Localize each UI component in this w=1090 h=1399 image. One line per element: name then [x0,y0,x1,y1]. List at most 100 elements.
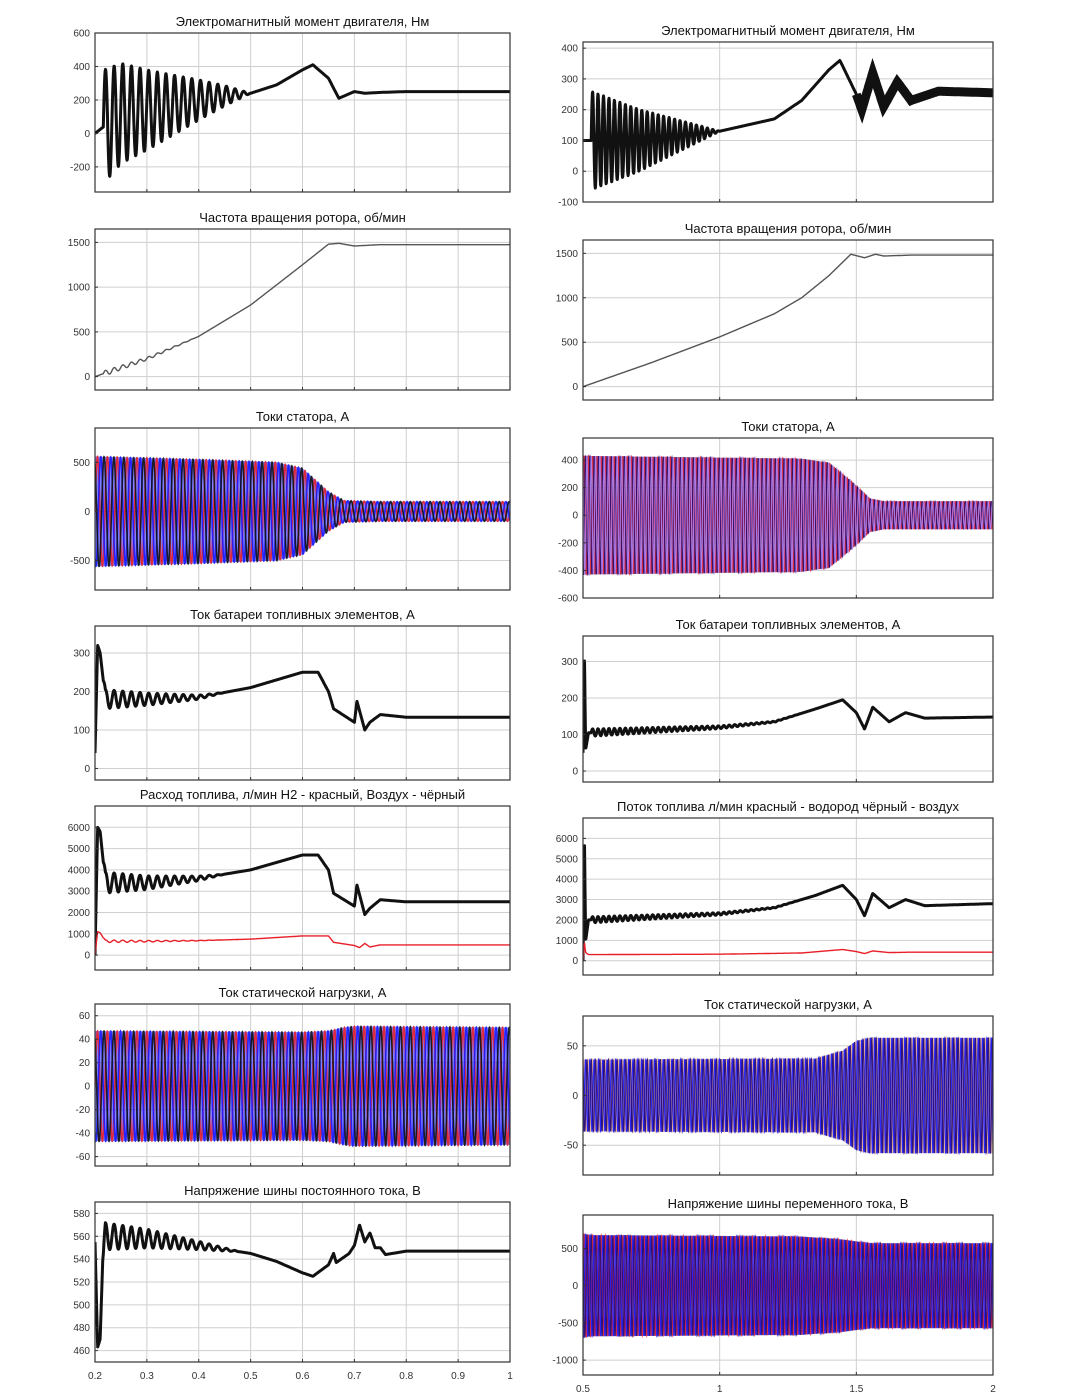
axes-frame [582,41,994,203]
y-tick-label: 300 [561,657,578,668]
y-tick-label: 200 [73,687,90,698]
axes-frame [582,635,994,783]
phase-line-2 [95,455,510,568]
y-tick-label: 200 [561,105,578,116]
x-tick-label: 1.5 [849,1384,863,1395]
axes-frame [582,1214,994,1376]
y-tick-label: 5000 [556,854,579,865]
y-tick-label: 500 [561,338,578,349]
y-tick-label: 4000 [68,865,91,876]
x-tick-label: 0.9 [451,1371,465,1382]
phase-line-2 [583,454,993,577]
y-tick-label: 6000 [68,823,91,834]
plot-series-group [95,1024,510,1148]
y-tick-label: -50 [564,1141,579,1152]
series-line-1 [95,242,510,378]
series-line-1 [95,1221,510,1349]
plot-series-group [583,57,993,190]
phase-line-1 [583,454,993,576]
y-tick-label: 0 [572,956,578,967]
chart-left-fc-current: 300 200 100 0 Ток батареи топливных элементо… [73,607,511,781]
x-tick-label: 1 [507,1371,513,1382]
y-tick-label: -40 [76,1129,91,1140]
chart-left-speed: 1500 1000 500 0 Частота вращения ротора, об/… [68,210,511,391]
y-tick-label: 100 [561,730,578,741]
phase-line-1 [95,1025,510,1148]
y-tick-label: 0 [84,1082,90,1093]
phase-line-2 [583,1035,993,1156]
series-line-1 [95,825,510,956]
y-tick-label: 2000 [556,915,579,926]
y-tick-label: -600 [558,594,578,605]
chart-title: Напряжение шины переменного тока, В [668,1196,909,1211]
phase-line-3 [583,1035,993,1156]
phase-line-2 [95,1024,510,1148]
chart-title: Поток топлива л/мин красный - водород чё… [617,799,959,814]
y-tick-label: 1500 [68,238,91,249]
y-tick-label: 460 [73,1346,90,1357]
chart-title: Напряжение шины постоянного тока, В [184,1183,421,1198]
x-tick-label: 0.6 [296,1371,310,1382]
phase-line-1 [583,1233,993,1339]
y-tick-label: 1000 [556,293,579,304]
y-tick-label: 0 [572,767,578,778]
y-tick-label: 1000 [68,283,91,294]
plot-series-group [95,455,510,568]
plot-series-group [95,1221,510,1349]
series-line-1 [95,644,510,754]
y-tick-label: 6000 [556,834,579,845]
y-tick-label: -100 [558,198,578,209]
y-tick-label: 400 [561,456,578,467]
y-tick-label: 500 [73,458,90,469]
chart-right-fc-current: 300 200 100 0 Ток батареи топливных элементо… [561,617,994,783]
y-tick-label: 300 [561,74,578,85]
y-tick-label: 1000 [68,929,91,940]
x-tick-label: 0.7 [347,1371,361,1382]
y-tick-label: -500 [70,556,90,567]
chart-right-fuel: 6000 5000 4000 3000 2000 1000 0 Поток топлива л… [556,799,994,976]
chart-title: Ток батареи топливных элементов, А [190,607,415,622]
y-tick-label: 40 [79,1035,91,1046]
y-tick-label: 480 [73,1323,90,1334]
y-tick-label: 100 [561,136,578,147]
chart-title: Ток статической нагрузки, А [219,985,387,1000]
y-tick-label: 540 [73,1255,90,1266]
y-tick-label: 0 [572,1091,578,1102]
y-tick-label: -400 [558,566,578,577]
y-tick-label: -1000 [552,1356,578,1367]
chart-title: Токи статора, А [256,409,350,424]
series-line-1 [583,253,993,388]
plot-area [583,818,993,975]
y-tick-label: 3000 [556,895,579,906]
y-tick-label: 500 [561,1244,578,1255]
y-tick-label: 0 [84,507,90,518]
plot-series-group [583,1233,993,1339]
y-tick-label: 2000 [68,908,91,919]
series-line-2 [95,931,510,956]
series-line-1 [583,659,993,753]
y-tick-label: 0 [84,951,90,962]
series-line-1 [583,844,993,961]
axes-frame [582,437,994,599]
y-tick-label: 0 [84,372,90,383]
y-tick-label: 0 [572,511,578,522]
chart-left-dc-bus: 580 560 540 520 500 480 460 0.2 0.3 0.4 0.5 0.6 0.7 0… [73,1183,513,1382]
axes-frame [582,239,994,401]
plot-area [583,240,993,400]
y-tick-label: 500 [73,327,90,338]
y-tick-label: 200 [561,483,578,494]
chart-left-stator: 500 0 -500 Токи статора, А [70,409,511,591]
plot-series-group [95,825,510,956]
phase-line-1 [583,1035,993,1156]
chart-right-speed: 1500 1000 500 0 Частота вращения ротора, об/… [556,221,994,401]
y-tick-label: 0 [572,382,578,393]
y-tick-label: 0 [572,1281,578,1292]
y-tick-label: 400 [561,44,578,55]
x-tick-label: 1 [717,1384,723,1395]
chart-left-torque: 600 400 200 0 -200 Электромагнитный момент дв… [70,14,511,193]
chart-title: Электромагнитный момент двигателя, Нм [176,14,430,29]
plot-series-group [95,644,510,754]
y-tick-label: 20 [79,1058,91,1069]
y-tick-label: 60 [79,1011,91,1022]
